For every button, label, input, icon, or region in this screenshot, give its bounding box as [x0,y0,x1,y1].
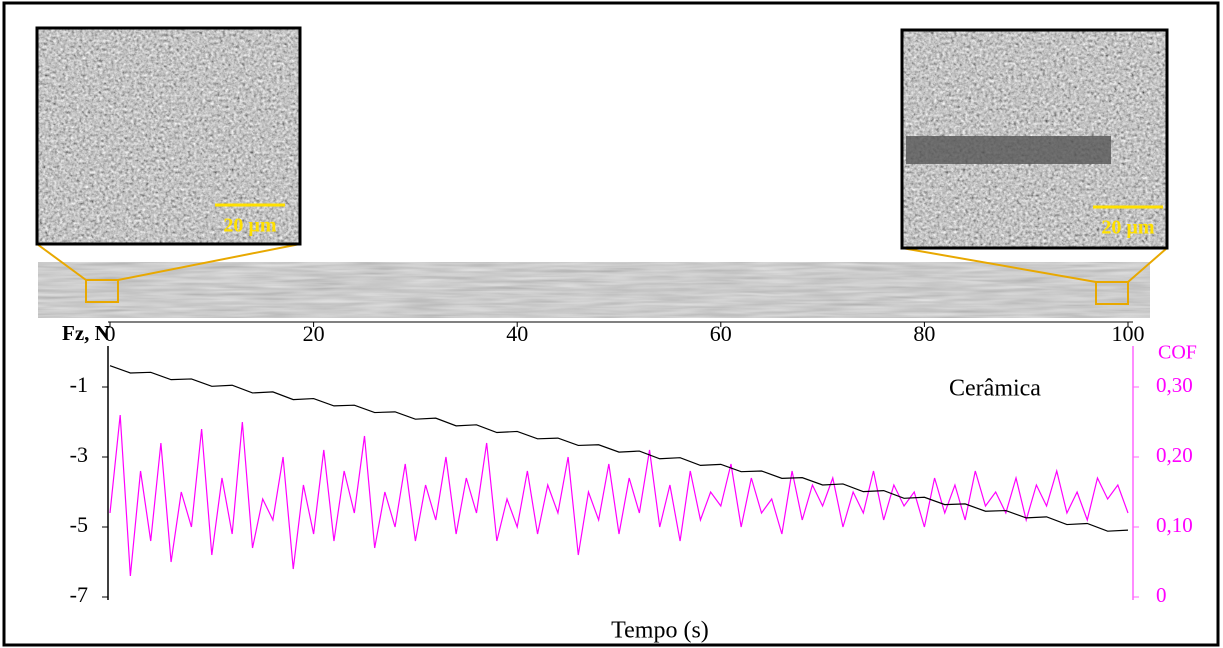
x-tick-label: 0 [105,321,116,346]
y-tick-label: -3 [70,442,88,467]
x-tick-label: 40 [506,321,528,346]
connector [1127,247,1168,283]
x-tick-label: 80 [913,321,935,346]
image-border [35,26,302,246]
x-tick-label: 100 [1112,321,1145,346]
y-tick-label: -7 [70,582,88,607]
connector [36,243,87,281]
data-line [109,365,1129,532]
y-tick-label: -5 [70,512,88,537]
data-line [109,414,1129,577]
x-axis-label: Tempo (s) [611,618,709,644]
sem-image [35,26,302,246]
wear-track [906,136,1111,164]
scale-label: 20 µm [223,215,277,237]
zoom-box [1095,281,1129,305]
y2-tick-label: 0,20 [1156,443,1193,467]
image-border [900,28,1169,250]
y2-tick-label: 0 [1156,583,1167,607]
connector [117,243,301,281]
y2-tick-label: 0,30 [1156,373,1193,397]
x-tick-label: 60 [710,321,732,346]
y2-tick-label: 0,10 [1156,513,1193,537]
connector [901,247,1097,283]
y-axis-label: Fz, N [62,321,110,345]
zoom-box [85,279,119,303]
scale-label: 20 µm [1101,217,1155,239]
x-tick-label: 20 [303,321,325,346]
annotation: Cerâmica [949,376,1041,402]
y2-axis-label: COF [1158,342,1197,364]
y-tick-label: -1 [70,372,88,397]
